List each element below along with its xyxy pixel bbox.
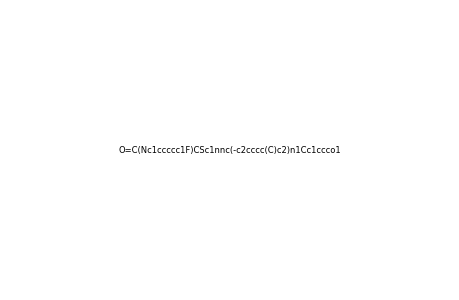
Text: O=C(Nc1ccccc1F)CSc1nnc(-c2cccc(C)c2)n1Cc1ccco1: O=C(Nc1ccccc1F)CSc1nnc(-c2cccc(C)c2)n1Cc… xyxy=(118,146,341,154)
